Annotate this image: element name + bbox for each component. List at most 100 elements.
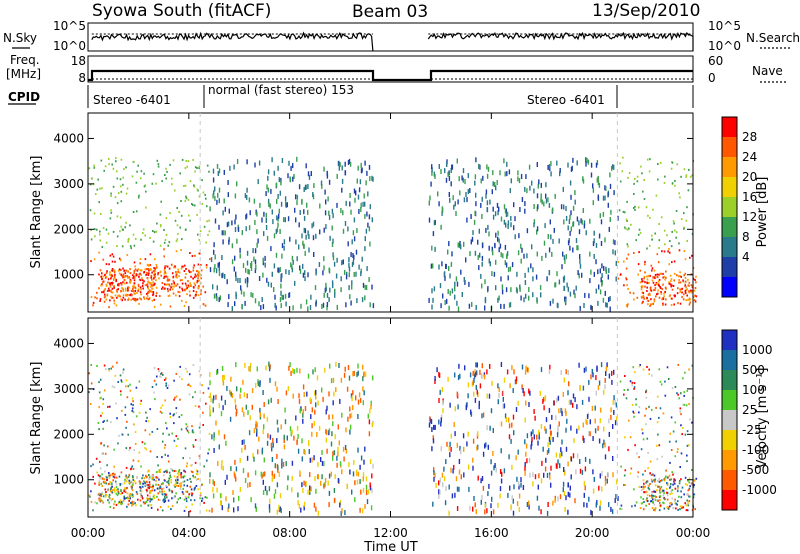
vel-echo xyxy=(160,406,162,409)
power-echo-cluster xyxy=(106,270,108,273)
vel-echo xyxy=(173,422,175,425)
vel-echo xyxy=(331,431,333,437)
vel-echo xyxy=(333,488,336,493)
vel-echo xyxy=(212,487,214,493)
vel-echo-cluster xyxy=(683,493,685,496)
power-echo xyxy=(253,198,256,204)
power-echo-cluster xyxy=(690,284,693,287)
power-echo xyxy=(592,241,595,247)
vel-echo xyxy=(558,421,560,427)
vel-echo-cluster xyxy=(114,480,117,483)
vel-echo-cluster xyxy=(134,482,137,485)
vel-echo xyxy=(125,466,128,469)
power-echo xyxy=(282,294,285,300)
power-echo-cluster xyxy=(660,291,662,293)
vel-echo-cluster xyxy=(121,492,124,494)
power-echo xyxy=(284,196,287,202)
vel-echo xyxy=(243,392,246,398)
vel-echo xyxy=(540,509,542,515)
power-echo xyxy=(283,239,286,245)
vel-echo-cluster xyxy=(156,495,158,498)
power-echo xyxy=(347,160,350,165)
vel-echo xyxy=(549,424,551,430)
power-echo-cluster xyxy=(116,290,118,293)
power-echo xyxy=(668,263,671,266)
vel-echo-cluster xyxy=(665,487,668,490)
vel-echo-cluster xyxy=(133,480,136,483)
vel-echo xyxy=(150,506,153,509)
vel-echo xyxy=(458,363,460,369)
power-echo xyxy=(213,190,215,196)
power-echo xyxy=(265,225,268,230)
power-echo xyxy=(340,287,342,293)
vel-echo xyxy=(265,365,267,371)
power-echo xyxy=(547,197,549,203)
vel-echo xyxy=(363,390,365,396)
vel-echo-cluster xyxy=(191,492,194,495)
vel-echo-cluster xyxy=(665,491,668,494)
power-echo xyxy=(429,195,431,201)
vel-echo xyxy=(684,476,687,479)
vel-echo xyxy=(241,439,243,445)
power-echo xyxy=(280,201,283,207)
vel-echo xyxy=(303,392,305,397)
power-echo xyxy=(673,222,675,225)
power-echo xyxy=(688,303,691,306)
power-echo xyxy=(478,265,480,271)
vel-echo xyxy=(332,421,334,427)
vel-echo xyxy=(526,433,529,439)
vel-echo xyxy=(231,393,234,398)
vel-echo xyxy=(144,442,146,445)
vel-echo-cluster xyxy=(141,497,144,500)
power-echo-cluster xyxy=(668,295,671,298)
power-echo xyxy=(576,160,578,166)
power-echo xyxy=(449,290,451,296)
vel-echo xyxy=(351,489,353,495)
power-echo xyxy=(552,207,554,213)
power-echo xyxy=(286,202,288,208)
vel-echo xyxy=(176,501,178,504)
noise-right-tick-top: 10^5 xyxy=(708,19,741,33)
power-echo xyxy=(363,193,365,199)
power-echo xyxy=(573,289,575,295)
vel-echo xyxy=(102,402,104,405)
power-echo-cluster xyxy=(148,291,150,294)
power-echo-cluster xyxy=(138,278,141,281)
power-echo xyxy=(245,226,247,232)
power-echo xyxy=(169,212,171,215)
power-echo xyxy=(132,211,135,213)
vel-echo xyxy=(525,400,527,406)
power-echo xyxy=(488,245,490,251)
vel-echo xyxy=(283,434,285,440)
power-echo-cluster xyxy=(111,273,113,276)
power-echo xyxy=(673,260,676,263)
vel-echo xyxy=(362,472,365,478)
power-echo xyxy=(689,175,692,178)
vel-echo-cluster xyxy=(659,498,661,501)
vel-echo xyxy=(589,458,591,464)
power-echo-cluster xyxy=(164,287,166,290)
power-echo xyxy=(313,183,315,189)
power-echo xyxy=(136,170,138,173)
vel-echo-cluster xyxy=(681,507,683,509)
vel-echo xyxy=(103,420,105,422)
power-echo xyxy=(364,201,366,207)
vel-echo-cluster xyxy=(123,482,126,485)
power-echo xyxy=(94,235,96,238)
power-echo xyxy=(432,263,434,269)
power-echo xyxy=(113,302,116,305)
power-echo xyxy=(105,263,108,266)
power-echo xyxy=(516,288,518,294)
power-echo xyxy=(491,271,493,277)
power-echo xyxy=(346,271,348,277)
vel-echo xyxy=(310,486,312,492)
vel-echo-cluster xyxy=(167,499,170,502)
power-echo xyxy=(563,286,566,291)
power-echo xyxy=(284,217,286,223)
power-echo xyxy=(271,157,273,163)
power-echo xyxy=(176,224,179,227)
vel-echo xyxy=(335,387,337,393)
power-echo xyxy=(477,254,479,260)
power-echo-cluster xyxy=(103,274,106,277)
vel-echo xyxy=(456,442,458,448)
